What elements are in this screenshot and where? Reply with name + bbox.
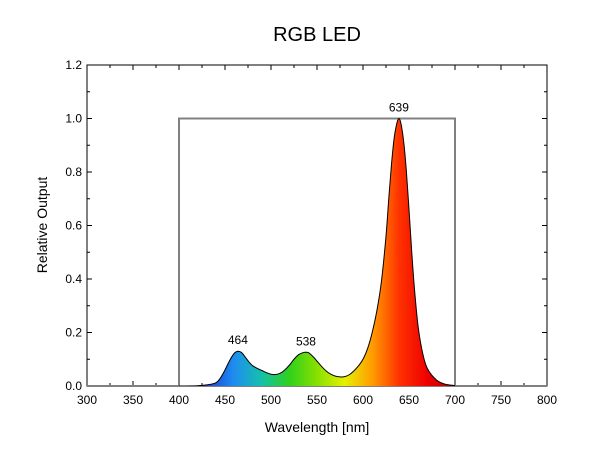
spectrum-fill — [179, 118, 455, 386]
x-tick-label: 500 — [261, 393, 281, 407]
peak-labels: 464 538 639 — [228, 101, 409, 349]
reference-box — [178, 117, 456, 386]
x-tick-label: 400 — [169, 393, 189, 407]
reference-box-line — [178, 117, 456, 386]
y-tick-label: 0.6 — [65, 219, 82, 233]
y-tick-label: 0.2 — [65, 326, 82, 340]
y-tick-label: 0.8 — [65, 165, 82, 179]
peak-label-464: 464 — [228, 333, 248, 347]
x-tick-label: 700 — [445, 393, 465, 407]
x-tick-label: 300 — [77, 393, 97, 407]
spectrum-curve — [87, 117, 547, 387]
spectrum-line — [178, 117, 456, 387]
x-axis-label: Wavelength [nm] — [265, 419, 370, 435]
chart-title: RGB LED — [273, 24, 361, 46]
x-tick-label: 800 — [537, 393, 557, 407]
peak-label-538: 538 — [296, 335, 316, 349]
x-tick-label: 550 — [307, 393, 327, 407]
y-tick-label: 1.2 — [65, 58, 82, 72]
y-tick-label: 0.4 — [65, 272, 82, 286]
x-tick-label: 650 — [399, 393, 419, 407]
spectrum-area — [179, 118, 455, 386]
plot-frame — [86, 64, 548, 387]
x-tick-label: 750 — [491, 393, 511, 407]
x-tick-label: 450 — [215, 393, 235, 407]
peak-label-639: 639 — [389, 101, 409, 115]
axis-ticks: 300 350 400 450 500 550 600 650 700 750 800 0.0 0.2 0… — [65, 58, 557, 407]
x-tick-label: 600 — [353, 393, 373, 407]
y-axis-label: Relative Output — [34, 177, 50, 274]
y-tick-label: 1.0 — [65, 112, 82, 126]
y-tick-label: 0.0 — [65, 379, 82, 393]
x-tick-label: 350 — [123, 393, 143, 407]
